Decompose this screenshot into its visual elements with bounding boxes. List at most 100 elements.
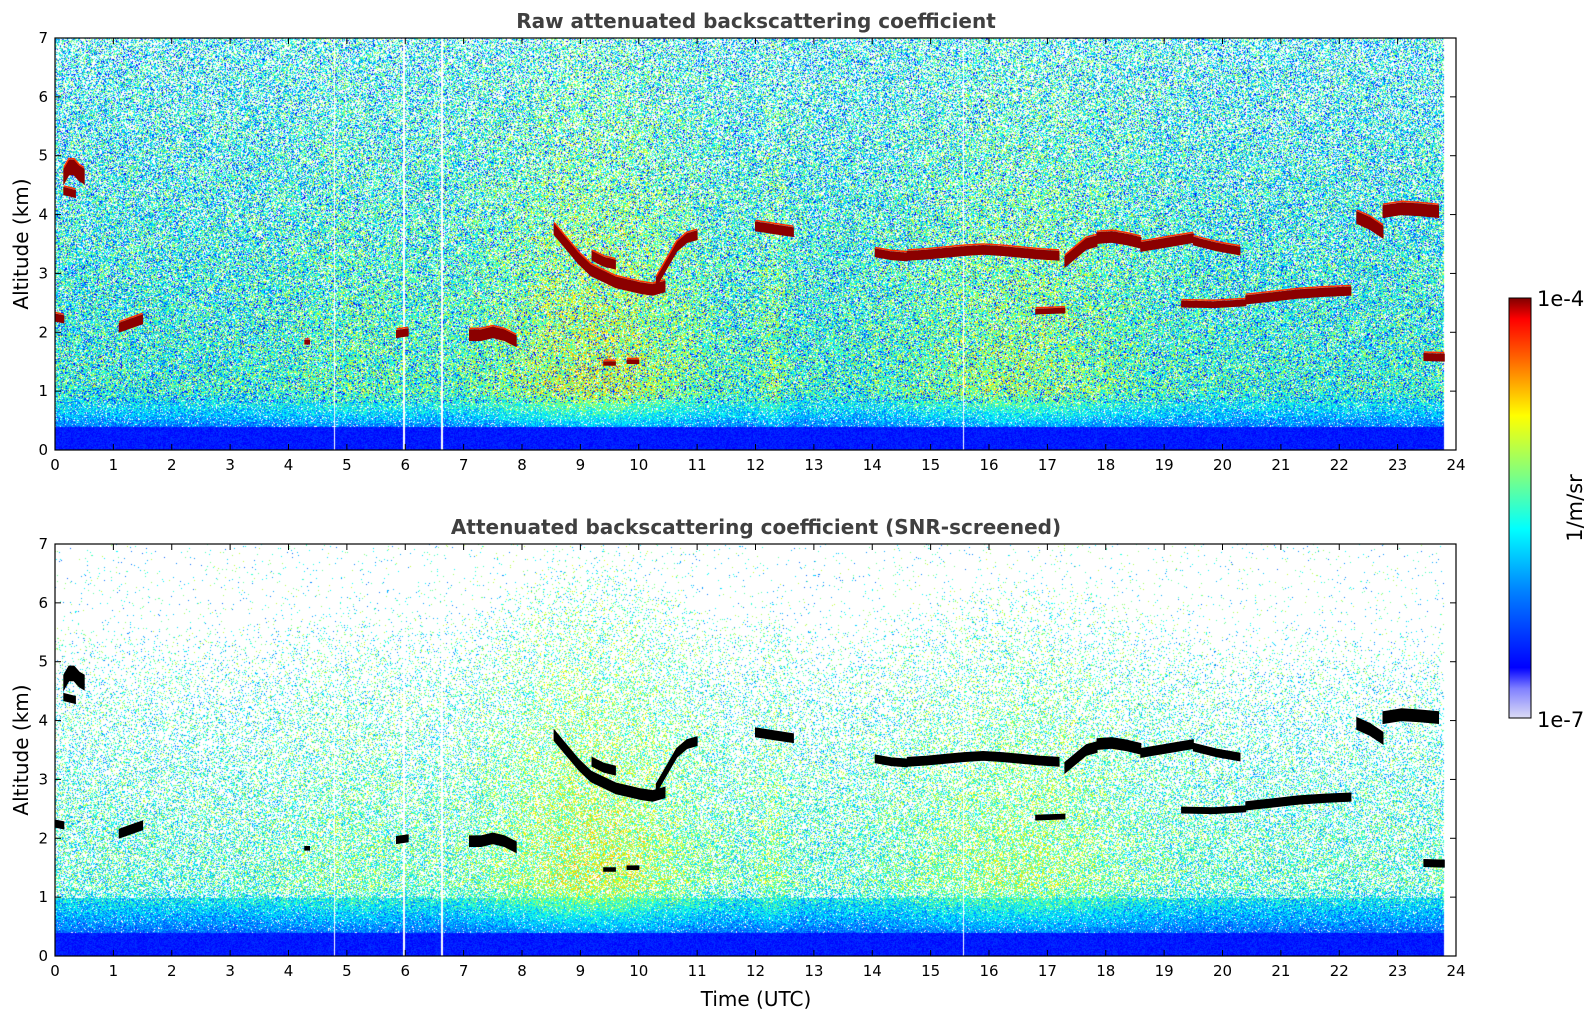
screened-y-axis-label: Altitude (km) <box>9 684 33 815</box>
y-tick-label: 7 <box>38 29 48 47</box>
cloud-layer <box>63 186 76 199</box>
x-tick-label: 21 <box>1271 962 1290 980</box>
y-tick-label: 6 <box>38 594 48 612</box>
cloud-layer-edge <box>1193 234 1241 247</box>
raw-backscatter-panel: Raw attenuated backscattering coefficien… <box>9 9 1466 474</box>
cloud-layer-edge <box>63 185 76 190</box>
x-tick-label: 2 <box>167 962 177 980</box>
cloud-layer <box>591 250 616 270</box>
cloud-layer-edge <box>1356 209 1384 226</box>
cloud-layer <box>655 736 698 795</box>
cloud-layer <box>396 328 409 339</box>
x-tick-label: 20 <box>1213 962 1232 980</box>
cloud-layer <box>469 326 517 348</box>
cloud-layer <box>304 340 310 345</box>
x-tick-label: 12 <box>746 962 765 980</box>
raw-panel-title: Raw attenuated backscattering coefficien… <box>516 9 996 33</box>
y-tick-label: 3 <box>38 770 48 788</box>
cloud-layer <box>1035 813 1066 821</box>
x-tick-label: 6 <box>400 456 410 474</box>
cloud-layer <box>874 754 908 768</box>
cloud-layer <box>1245 286 1352 305</box>
x-axis-label: Time (UTC) <box>700 987 812 1011</box>
cloud-layer <box>591 756 616 776</box>
screened-axis-ticks: 0 1 2 3 4 5 6 7 8 9 10 11 12 13 14 15 16 17 18 19 20 21 22 23 24… <box>38 535 1465 980</box>
cloud-layer-edge <box>1064 233 1098 256</box>
x-tick-label: 8 <box>517 456 527 474</box>
cloud-layer <box>1192 236 1241 256</box>
x-tick-label: 15 <box>921 456 940 474</box>
x-tick-label: 2 <box>167 456 177 474</box>
x-tick-label: 13 <box>804 962 823 980</box>
y-tick-label: 5 <box>38 147 48 165</box>
cloud-layer <box>626 865 640 870</box>
x-tick-label: 19 <box>1155 456 1174 474</box>
cloud-layer <box>1192 742 1241 762</box>
x-tick-label: 1 <box>109 962 119 980</box>
raw-cloud-layers <box>55 157 1445 366</box>
x-tick-label: 13 <box>804 456 823 474</box>
cloud-layer-edge <box>396 326 409 330</box>
y-tick-label: 4 <box>38 712 48 730</box>
x-tick-label: 18 <box>1096 962 1115 980</box>
x-tick-label: 5 <box>342 962 352 980</box>
cloud-layer <box>1181 805 1247 815</box>
cloud-layer-edge <box>907 243 1060 251</box>
cloud-layer <box>469 832 517 854</box>
x-tick-label: 7 <box>459 456 469 474</box>
x-tick-label: 24 <box>1446 456 1465 474</box>
y-tick-label: 1 <box>38 888 48 906</box>
x-tick-label: 14 <box>863 456 882 474</box>
colorbar-unit-label: 1/m/sr <box>1563 474 1587 542</box>
x-tick-label: 23 <box>1388 962 1407 980</box>
cloud-layer-edge <box>1096 229 1141 237</box>
cloud-layer <box>1245 792 1352 811</box>
y-tick-label: 2 <box>38 829 48 847</box>
cloud-layer <box>755 727 794 744</box>
x-tick-label: 0 <box>50 456 60 474</box>
x-tick-label: 11 <box>688 456 707 474</box>
cloud-layer <box>906 750 1060 767</box>
cloud-layer-edge <box>118 312 143 323</box>
cloud-layer <box>1423 858 1445 868</box>
cloud-layer <box>55 819 65 830</box>
x-tick-label: 24 <box>1446 962 1465 980</box>
cloud-layer <box>63 692 76 705</box>
cloud-layer-edge <box>875 246 908 253</box>
cloud-layer <box>1423 352 1445 362</box>
raw-y-axis-label: Altitude (km) <box>9 178 33 309</box>
y-tick-label: 5 <box>38 653 48 671</box>
x-tick-label: 1 <box>109 456 119 474</box>
cloud-layer-edge <box>1423 351 1445 354</box>
cloud-layer <box>603 867 616 872</box>
x-tick-label: 17 <box>1038 962 1057 980</box>
y-tick-label: 0 <box>38 947 48 965</box>
raw-backscatter-heatmap <box>55 38 1456 450</box>
y-tick-label: 6 <box>38 88 48 106</box>
cloud-layer <box>874 248 908 262</box>
x-tick-label: 5 <box>342 456 352 474</box>
cloud-layer <box>553 728 666 802</box>
colorbar-gradient <box>1508 297 1532 719</box>
cloud-layer <box>396 834 409 845</box>
cloud-layer-edge <box>63 157 85 169</box>
x-tick-label: 7 <box>459 962 469 980</box>
cloud-layer-edge <box>553 222 666 284</box>
screened-cloud-layers <box>55 665 1445 872</box>
x-tick-label: 16 <box>979 962 998 980</box>
cloud-layer <box>1356 716 1384 746</box>
x-tick-label: 22 <box>1330 456 1349 474</box>
cloud-layer-edge <box>1245 284 1351 296</box>
cloud-layer <box>63 159 85 186</box>
x-tick-label: 8 <box>517 962 527 980</box>
colorbar: 1e-4 1e-7 1/m/sr <box>1508 287 1587 732</box>
x-tick-label: 6 <box>400 962 410 980</box>
cloud-layer <box>906 244 1060 261</box>
screened-backscatter-panel: Attenuated backscattering coefficient (S… <box>9 515 1466 1011</box>
x-tick-label: 23 <box>1388 456 1407 474</box>
raw-axis-ticks: 0 1 2 3 4 5 6 7 8 9 10 11 12 13 14 15 16 17 18 19 20 21 22 23 24… <box>38 29 1465 474</box>
x-tick-label: 16 <box>979 456 998 474</box>
x-tick-label: 22 <box>1330 962 1349 980</box>
cloud-layer <box>1064 235 1098 269</box>
cloud-layer-edge <box>755 219 794 228</box>
